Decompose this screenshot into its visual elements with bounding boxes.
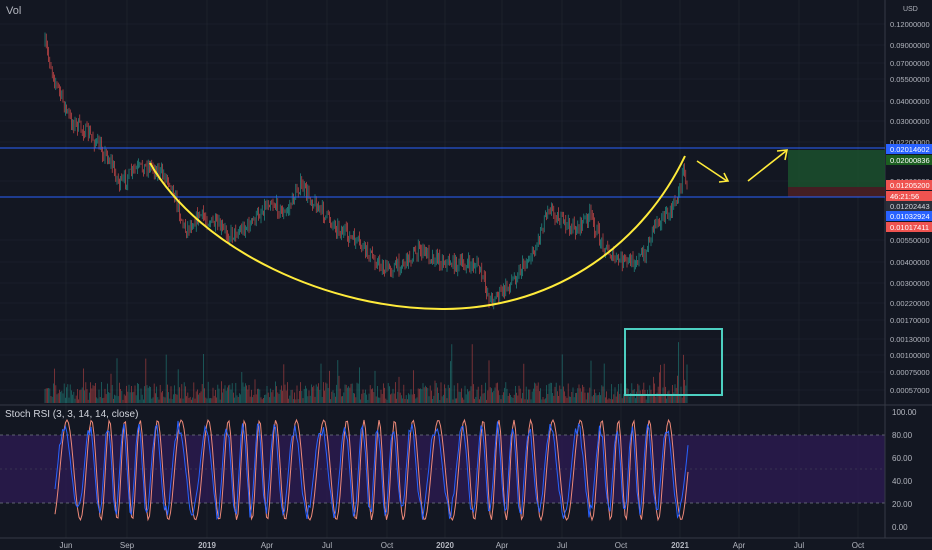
time-axis-tick: Jul bbox=[794, 541, 804, 550]
time-axis-tick: Oct bbox=[852, 541, 865, 550]
arrow-up-right-icon[interactable] bbox=[747, 149, 788, 182]
svg-text:0.02014602: 0.02014602 bbox=[890, 145, 930, 154]
price-tag: 0.01202443 bbox=[886, 201, 932, 211]
price-tags: 0.020146020.020008360.0120520046:21:560.… bbox=[886, 144, 932, 232]
time-axis-tick: Oct bbox=[615, 541, 628, 550]
stoch-rsi-axis-tick: 80.00 bbox=[892, 431, 913, 440]
time-axis-tick: Jul bbox=[557, 541, 567, 550]
stoch-rsi-k-line bbox=[54, 420, 689, 520]
stoch-rsi-axis-tick: 100.00 bbox=[892, 408, 917, 417]
time-axis-tick: 2020 bbox=[436, 541, 454, 550]
time-axis-tick: Jun bbox=[60, 541, 73, 550]
price-axis-tick: 0.00170000 bbox=[890, 316, 930, 325]
price-axis-tick: 0.00075000 bbox=[890, 368, 930, 377]
stoch-rsi-label[interactable]: Stoch RSI (3, 3, 14, 14, close) bbox=[5, 409, 139, 420]
stoch-rsi-d-line bbox=[54, 418, 689, 522]
price-axis-tick: 0.04000000 bbox=[890, 97, 930, 106]
stoch-rsi-axis-tick: 60.00 bbox=[892, 454, 913, 463]
time-axis-tick: Sep bbox=[120, 541, 135, 550]
svg-text:46:21:56: 46:21:56 bbox=[890, 192, 919, 201]
cup-curve[interactable] bbox=[149, 155, 686, 311]
currency-label: USD bbox=[903, 6, 918, 13]
price-axis-tick: 0.00300000 bbox=[890, 279, 930, 288]
volume-label: Vol bbox=[6, 5, 22, 17]
price-axis-tick: 0.03000000 bbox=[890, 117, 930, 126]
arrow-down-right-icon[interactable] bbox=[696, 160, 730, 183]
svg-text:0.01202443: 0.01202443 bbox=[890, 202, 930, 211]
time-axis-tick: Apr bbox=[261, 541, 274, 550]
time-axis[interactable]: Jun Sep 2019 Apr Jul Oct 2020 Apr Jul Oct 2021 Apr J… bbox=[60, 541, 865, 550]
price-axis-tick: 0.00400000 bbox=[890, 258, 930, 267]
price-axis-tick: 0.12000000 bbox=[890, 20, 930, 29]
stop-zone[interactable] bbox=[788, 187, 885, 197]
price-axis-tick: 0.00057000 bbox=[890, 386, 930, 395]
volume-highlight-box[interactable] bbox=[624, 328, 723, 396]
price-axis-tick: 0.09000000 bbox=[890, 41, 930, 50]
price-axis-tick: 0.00100000 bbox=[890, 351, 930, 360]
stoch-rsi-axis[interactable]: 100.00 80.00 60.00 40.00 20.00 0.00 bbox=[892, 408, 917, 532]
svg-text:0.02000836: 0.02000836 bbox=[890, 156, 930, 165]
price-axis-tick: 0.00220000 bbox=[890, 299, 930, 308]
time-axis-tick: 2019 bbox=[198, 541, 216, 550]
price-tag: 0.01032924 bbox=[886, 211, 932, 221]
price-axis-tick: 0.07000000 bbox=[890, 59, 930, 68]
price-axis-tick: 0.00550000 bbox=[890, 236, 930, 245]
price-candles bbox=[44, 32, 688, 310]
volume-bars bbox=[44, 342, 688, 403]
price-axis-tick: 0.00130000 bbox=[890, 335, 930, 344]
svg-text:0.01017411: 0.01017411 bbox=[890, 223, 929, 232]
price-tag: 0.01017411 bbox=[886, 222, 932, 232]
svg-text:0.01205200: 0.01205200 bbox=[890, 181, 930, 190]
price-tag: 0.02014602 bbox=[886, 144, 932, 154]
svg-text:0.01032924: 0.01032924 bbox=[890, 212, 930, 221]
time-axis-tick: Jul bbox=[322, 541, 332, 550]
stoch-rsi-axis-tick: 40.00 bbox=[892, 477, 913, 486]
price-tag: 0.01205200 bbox=[886, 180, 932, 190]
time-axis-tick: Apr bbox=[733, 541, 746, 550]
time-axis-tick: Apr bbox=[496, 541, 509, 550]
stoch-rsi-axis-tick: 20.00 bbox=[892, 500, 913, 509]
stoch-rsi-axis-tick: 0.00 bbox=[892, 523, 908, 532]
stoch-rsi-lines bbox=[54, 418, 689, 522]
price-tag: 46:21:56 bbox=[886, 191, 932, 201]
price-axis-tick: 0.02200000 bbox=[890, 138, 930, 147]
price-tag: 0.02000836 bbox=[886, 155, 932, 165]
price-axis-tick: 0.05500000 bbox=[890, 75, 930, 84]
time-axis-tick: Oct bbox=[381, 541, 394, 550]
time-axis-tick: 2021 bbox=[671, 541, 689, 550]
target-zone[interactable] bbox=[788, 150, 885, 187]
